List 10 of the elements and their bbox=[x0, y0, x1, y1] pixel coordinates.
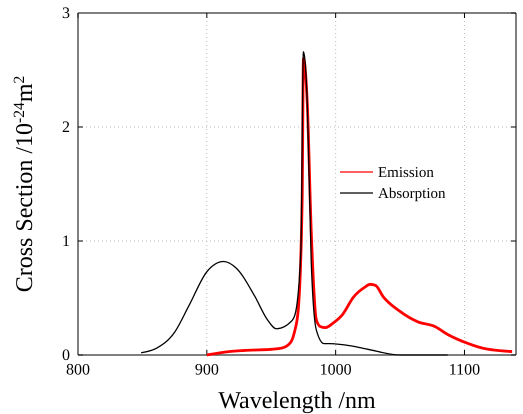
x-tick-label: 1000 bbox=[320, 361, 352, 378]
y-tick-label: 1 bbox=[62, 233, 70, 250]
x-tick-label: 900 bbox=[194, 361, 219, 378]
legend-label: Emission bbox=[378, 165, 434, 181]
legend-label: Absorption bbox=[378, 186, 446, 202]
line-series bbox=[140, 51, 448, 356]
x-tick-label: 1100 bbox=[448, 361, 480, 378]
x-axis-title: Wavelength /nm bbox=[218, 388, 376, 414]
y-tick-label: 2 bbox=[62, 119, 70, 136]
y-tick-label: 3 bbox=[62, 5, 70, 22]
